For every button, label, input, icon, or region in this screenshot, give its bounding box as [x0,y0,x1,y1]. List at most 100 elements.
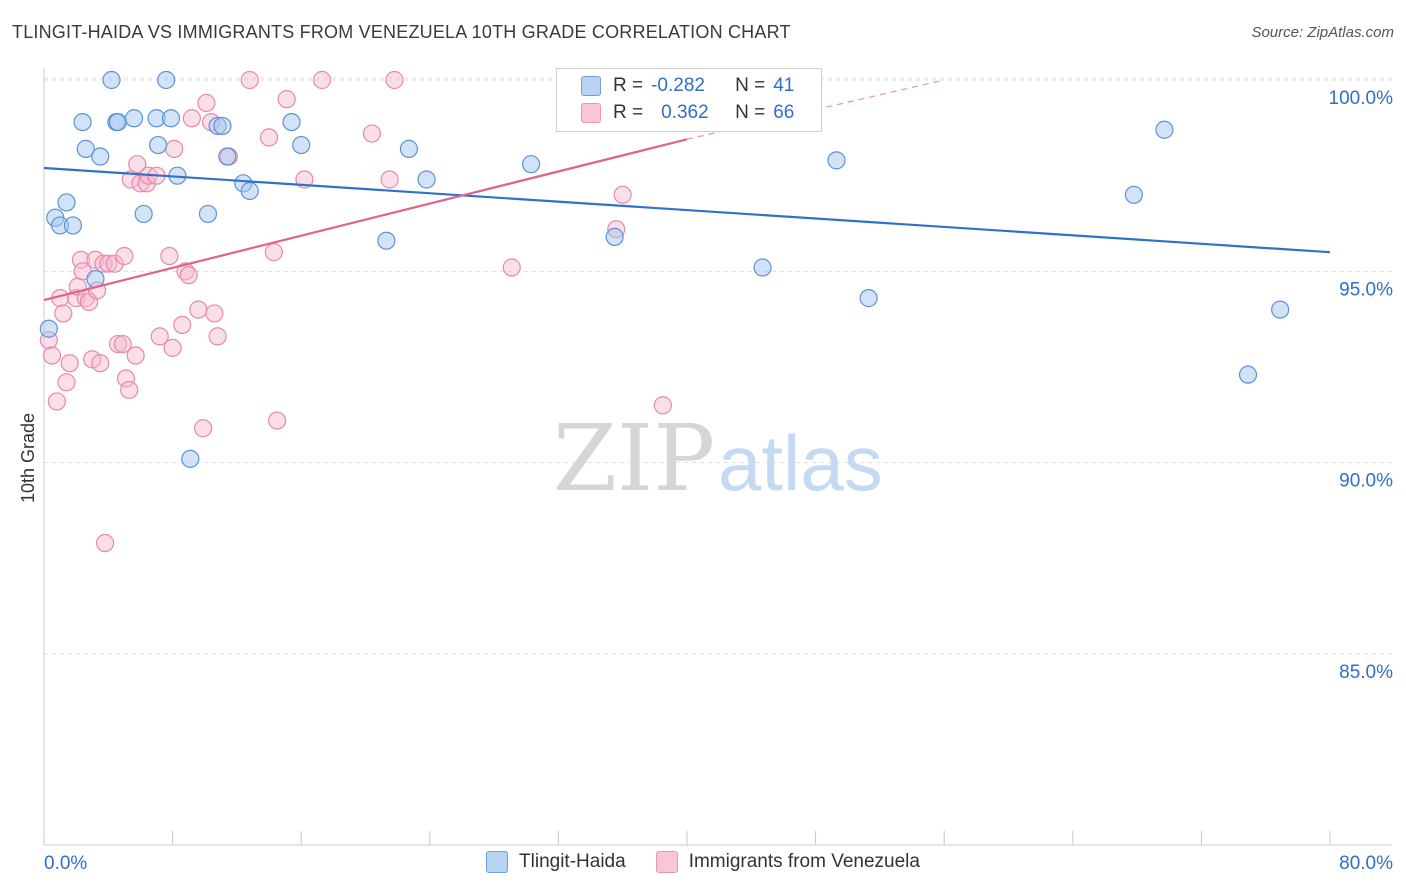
tlingit-point [292,135,311,155]
legend-item-venezuela: Immigrants from Venezuela [655,851,920,873]
source-label: Source: ZipAtlas.com [1251,24,1394,41]
venezuela-point [264,243,283,262]
grid-lines [44,77,1392,655]
tlingit-point [39,319,58,338]
tlingit-point [521,155,541,174]
watermark-atlas: atlas [718,419,883,507]
y-tick-label: 85.0% [1339,662,1393,683]
venezuela-point [653,396,672,415]
tlingit-point [240,181,259,201]
n-value: 41 [773,75,795,96]
venezuela-point [189,300,208,319]
tlingit-point [63,216,83,235]
venezuela-trend-line [43,138,688,302]
venezuela-point [91,354,110,373]
r-label: R = [613,75,644,96]
axes [43,68,1392,846]
tlingit-trend-line [43,166,1331,254]
tlingit-point [108,112,128,132]
venezuela-point [267,411,287,430]
tlingit-point [859,289,878,308]
tlingit-point [282,112,301,132]
tlingit-point [399,139,419,158]
venezuela-point [208,327,227,346]
tlingit-point [218,147,237,166]
venezuela-point [205,304,224,323]
watermark: ZIP atlas [553,405,883,512]
tlingit-point [76,139,95,158]
venezuela-point [182,109,201,128]
venezuela-point [47,392,66,411]
r-value: -0.282 [651,75,705,96]
tlingit-point [1124,185,1143,204]
pink-swatch [581,103,601,123]
watermark-zip: ZIP [553,405,715,512]
venezuela-point [502,258,521,277]
tlingit-point [157,70,176,90]
tlingit-point [1271,300,1290,319]
venezuela-point [173,315,192,335]
legend-item-tlingit: Tlingit-Haida [486,851,626,873]
venezuela-point [165,139,184,158]
venezuela-point [197,93,216,113]
venezuela-point [60,354,79,373]
venezuela-point [163,338,182,357]
venezuela-point [126,346,145,365]
venezuela-point [194,419,213,438]
venezuela-point [115,246,134,266]
tlingit-point [161,109,181,128]
pink-swatch [655,851,678,873]
venezuela-point [259,128,279,147]
venezuela-point [150,327,169,346]
tlingit-point [1238,365,1258,384]
chart-title: TLINGIT-HAIDA VS IMMIGRANTS FROM VENEZUE… [12,22,791,42]
tlingit-point [181,449,200,468]
y-tick-label: 100.0% [1329,88,1394,109]
y-tick-label: 95.0% [1339,279,1393,300]
venezuela-point [116,369,136,388]
tlingit-point [91,147,110,166]
venezuela-point [613,185,632,204]
venezuela-point [179,266,198,285]
venezuela-point [128,155,147,174]
venezuela-point [54,304,73,323]
venezuela-point [362,124,382,143]
legend-label: Immigrants from Venezuela [688,851,920,872]
tlingit-point [753,258,772,277]
y-tick-label: 90.0% [1339,471,1393,492]
tlingit-point [149,135,168,155]
axis-labels: 85.0% 90.0% 95.0% 100.0% 0.0% 80.0% 10th Grade [18,88,1393,874]
tlingit-point [827,151,846,170]
stats-legend: R = -0.282 N = 41 R = 0.362 N = 66 [556,68,822,132]
venezuela-point [160,246,179,266]
venezuela-point [95,533,115,553]
tlingit-point [102,70,121,90]
r-label: R = [613,102,644,123]
venezuela-point [240,70,259,90]
venezuela-point [385,70,404,90]
y-axis-title: 10th Grade [18,413,38,503]
tlingit-point [377,231,396,250]
venezuela-point [120,380,139,400]
stats-legend-row-venezuela: R = 0.362 N = 66 [581,100,794,126]
tlingit-point [605,227,624,246]
x-tick-label: 0.0% [44,853,87,874]
x-tick-label: 80.0% [1339,853,1393,874]
legend-label: Tlingit-Haida [519,851,626,872]
venezuela-point [113,334,132,354]
tlingit-point [1155,120,1174,139]
series-legend: Tlingit-Haida Immigrants from Venezuela [0,851,1406,873]
venezuela-point [71,250,91,269]
venezuela-point [42,346,62,365]
tlingit-point [213,116,232,136]
r-value: 0.362 [661,102,709,123]
tlingit-point [73,112,92,132]
blue-swatch [486,851,509,873]
series-tlingit-points [39,70,1290,468]
venezuela-point [105,254,124,273]
tlingit-point [57,193,76,212]
tlingit-point [417,170,436,189]
n-label: N = [735,102,766,123]
venezuela-point [277,90,296,109]
